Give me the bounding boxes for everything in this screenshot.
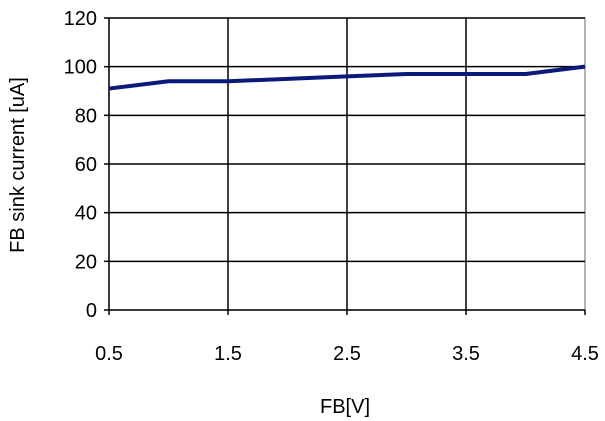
y-tick-label-5: 100 bbox=[64, 57, 97, 79]
x-tick-label-2: 2.5 bbox=[333, 343, 361, 365]
y-tick-label-0: 0 bbox=[86, 300, 97, 322]
y-tick-label-1: 20 bbox=[75, 251, 97, 273]
x-tick-label-3: 3.5 bbox=[452, 343, 480, 365]
series-line-0 bbox=[108, 64, 586, 91]
y-tick-label-6: 120 bbox=[64, 8, 97, 30]
x-axis-title: FB[V] bbox=[320, 396, 370, 418]
x-axis-ticks: 0.5 1.5 2.5 3.5 4.5 bbox=[95, 310, 599, 365]
x-tick-label-4: 4.5 bbox=[571, 343, 599, 365]
y-axis-ticks: 0 20 40 60 80 100 120 bbox=[64, 8, 109, 322]
y-axis-title: FB sink current [uA] bbox=[7, 77, 29, 253]
y-tick-label-2: 40 bbox=[75, 203, 97, 225]
y-tick-label-4: 80 bbox=[75, 105, 97, 127]
x-tick-label-1: 1.5 bbox=[214, 343, 242, 365]
x-tick-label-0: 0.5 bbox=[95, 343, 123, 365]
y-tick-label-3: 60 bbox=[75, 154, 97, 176]
series-layer bbox=[108, 64, 586, 91]
grid-layer bbox=[108, 17, 585, 311]
